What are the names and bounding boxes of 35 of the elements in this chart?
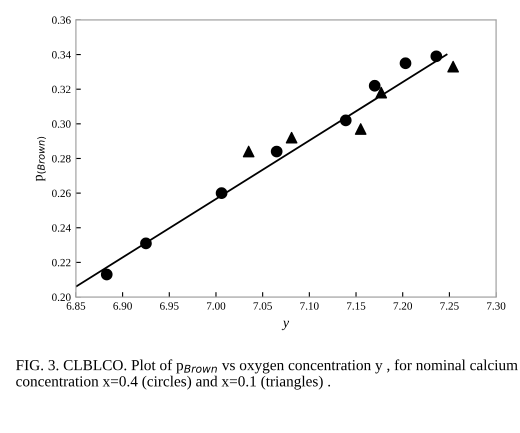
point — [100, 268, 113, 280]
y-axis-title: p$_{(Brown)}$ — [36, 136, 46, 182]
x-tick-label: 7.15 — [347, 302, 366, 310]
point — [242, 146, 254, 158]
x-tick-label: 6.90 — [113, 302, 132, 310]
x-axis-title: y — [282, 320, 290, 330]
y-tick-label: 0.34 — [52, 51, 71, 59]
y-tick-label: 0.20 — [52, 294, 71, 302]
y-tick-label: 0.24 — [52, 224, 71, 232]
point — [216, 187, 228, 199]
point — [375, 86, 388, 99]
point — [270, 146, 283, 158]
point — [368, 80, 381, 92]
point — [400, 57, 412, 70]
point — [354, 123, 367, 135]
x-tick-label: 7.20 — [394, 302, 412, 310]
y-tick-label: 0.22 — [52, 258, 70, 266]
x-tick-label: 7.25 — [440, 302, 459, 310]
point — [140, 238, 152, 250]
point — [286, 132, 298, 144]
y-tick-label: 0.30 — [52, 120, 71, 128]
point — [430, 50, 442, 62]
x-tick-label: 7.00 — [206, 302, 226, 310]
x-tick-label: 7.05 — [254, 302, 272, 310]
y-tick-label: 0.36 — [52, 16, 71, 24]
y-tick-label: 0.32 — [52, 86, 70, 94]
x-tick-label: 7.30 — [487, 302, 506, 310]
x-tick-label: 7.10 — [300, 302, 319, 310]
x-tick-label: 6.85 — [66, 302, 86, 310]
point — [447, 60, 459, 73]
point — [340, 114, 352, 126]
x-tick-label: 6.95 — [160, 302, 179, 310]
caption: FIG. 3. CLBLCO. Plot of p$_{Brown}$ vs oxygen concentration y , for nominal calcium concentration x=0.4 (circles) and x=0.1 (triangles) . — [16, 359, 518, 390]
y-tick-label: 0.26 — [52, 190, 71, 198]
y-tick-label: 0.28 — [52, 154, 71, 162]
